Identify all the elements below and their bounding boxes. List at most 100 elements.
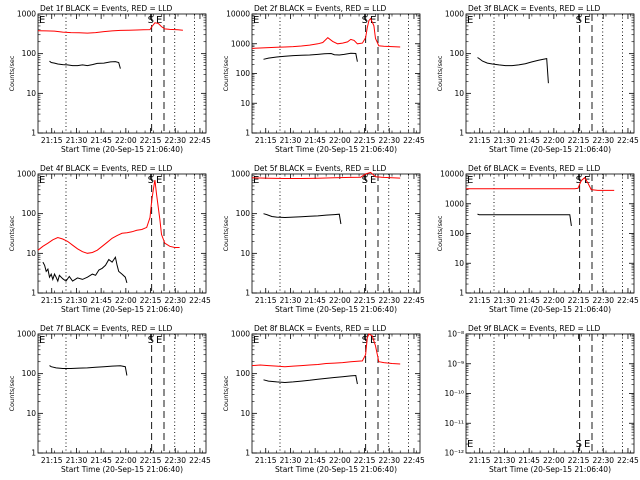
x-axis-label: Start Time (20-Sep-15 21:06:40) [489,465,611,474]
start-marker-label: S [362,335,368,346]
x-tick-label: 22:45 [189,136,211,145]
x-axis-label: Start Time (20-Sep-15 21:06:40) [489,145,611,154]
end-marker-label: E [584,175,590,186]
chart-panel-4: Det 4f BLACK = Events, RED = LLD 1 10 100 10… [8,164,211,314]
plot-frame [465,13,635,134]
y-tick-label: 1 [31,289,36,298]
y-axis-label: Counts/sec [222,375,230,411]
x-tick-label: 22:45 [403,296,425,305]
y-tick-label: 1000 [231,330,250,339]
x-tick-label: 22:45 [617,456,639,465]
plot-frame [37,173,207,294]
x-tick-label: 21:45 [304,296,326,305]
x-axis-label: Start Time (20-Sep-15 21:06:40) [489,305,611,314]
x-tick-label: 22:30 [592,456,614,465]
end-marker-label: E [370,15,376,26]
chart-panel-7: Det 7f BLACK = Events, RED = LLD 1 10 100 10… [8,324,211,474]
y-tick-label: 10⁻¹² [444,449,464,458]
x-tick-label: 21:30 [494,136,516,145]
x-tick-label: 22:15 [568,136,590,145]
x-tick-label: 22:00 [115,456,137,465]
y-tick-label: 10 [26,249,36,258]
start-marker-label: S [362,15,368,26]
y-tick-label: 10⁻¹⁰ [444,389,464,398]
x-tick-label: 21:15 [41,456,63,465]
x-tick-label: 21:15 [469,296,491,305]
x-axis-label: Start Time (20-Sep-15 21:06:40) [61,305,183,314]
y-tick-label: 10 [454,259,464,268]
x-tick-label: 21:45 [90,136,112,145]
x-tick-label: 21:30 [280,296,302,305]
y-tick-label: 1 [31,449,36,458]
x-tick-label: 21:30 [280,456,302,465]
x-tick-label: 21:45 [304,136,326,145]
x-tick-label: 22:00 [115,136,137,145]
end-marker-label: E [156,335,162,346]
start-marker-label: S [148,175,154,186]
chart-title: Det 5f BLACK = Events, RED = LLD [254,164,387,173]
chart-panel-5: Det 5f BLACK = Events, RED = LLD 1 10 100 10… [222,164,425,314]
x-axis-label: Start Time (20-Sep-15 21:06:40) [61,145,183,154]
y-tick-label: 10 [454,89,464,98]
events-series-line [263,52,358,62]
chart-title: Det 3f BLACK = Events, RED = LLD [468,4,601,13]
x-tick-label: 21:30 [66,296,88,305]
x-tick-label: 21:30 [494,296,516,305]
events-series-line [263,374,358,385]
x-tick-label: 22:00 [329,296,351,305]
end-marker-label: E [156,15,162,26]
chart-panel-3: Det 3f BLACK = Events, RED = LLD 1 10 100 10… [436,4,639,154]
lld-series-line [251,171,401,179]
y-axis-label: Counts/sec [436,55,444,91]
x-tick-label: 21:15 [255,456,277,465]
x-tick-label: 21:45 [304,456,326,465]
y-tick-label: 100 [22,369,37,378]
x-axis-label: Start Time (20-Sep-15 21:06:40) [61,465,183,474]
y-tick-label: 1 [245,129,250,138]
plot-frame [251,173,421,294]
y-tick-label: 10 [26,409,36,418]
y-tick-label: 10⁻⁸ [447,330,464,339]
events-series-line [477,57,549,84]
y-tick-label: 100 [450,49,465,58]
x-tick-label: 22:15 [354,456,376,465]
left-e-label: E [39,15,45,26]
chart-panel-9: Det 9f BLACK = Events, RED = LLD 10⁻¹² 10⁻… [444,324,639,474]
chart-title: Det 2f BLACK = Events, RED = LLD [254,4,387,13]
x-tick-label: 22:45 [403,456,425,465]
lld-series-line [251,333,401,368]
plot-frame [251,333,421,454]
y-tick-label: 10⁻¹¹ [444,419,464,428]
chart-panel-6: Det 6f BLACK = Events, RED = LLD 1 10 100 10… [436,164,639,314]
y-tick-label: 1000 [17,170,36,179]
y-tick-label: 10 [240,249,250,258]
plot-frame [465,173,635,294]
y-tick-label: 10 [240,409,250,418]
y-axis-label: Counts/sec [8,55,16,91]
chart-title: Det 7f BLACK = Events, RED = LLD [40,324,173,333]
x-tick-label: 22:15 [140,136,162,145]
x-tick-label: 21:45 [518,456,540,465]
y-tick-label: 100 [450,229,465,238]
x-tick-label: 22:15 [568,296,590,305]
x-tick-label: 22:15 [140,456,162,465]
x-tick-label: 22:30 [378,296,400,305]
y-tick-label: 100 [22,209,37,218]
y-tick-label: 10⁻⁹ [447,359,464,368]
events-series-line [477,213,572,226]
chart-title: Det 1f BLACK = Events, RED = LLD [40,4,173,13]
left-e-label: E [39,175,45,186]
x-tick-label: 22:00 [329,456,351,465]
plot-frame [465,333,635,454]
events-series-line [49,365,128,376]
end-marker-label: E [584,439,590,450]
start-marker-label: S [576,439,582,450]
x-tick-label: 22:00 [115,296,137,305]
x-tick-label: 22:30 [378,456,400,465]
x-tick-label: 21:45 [518,136,540,145]
y-tick-label: 10000 [440,170,464,179]
start-marker-label: S [576,15,582,26]
events-series-line [42,255,128,284]
x-tick-label: 22:00 [543,456,565,465]
y-tick-label: 10 [240,99,250,108]
